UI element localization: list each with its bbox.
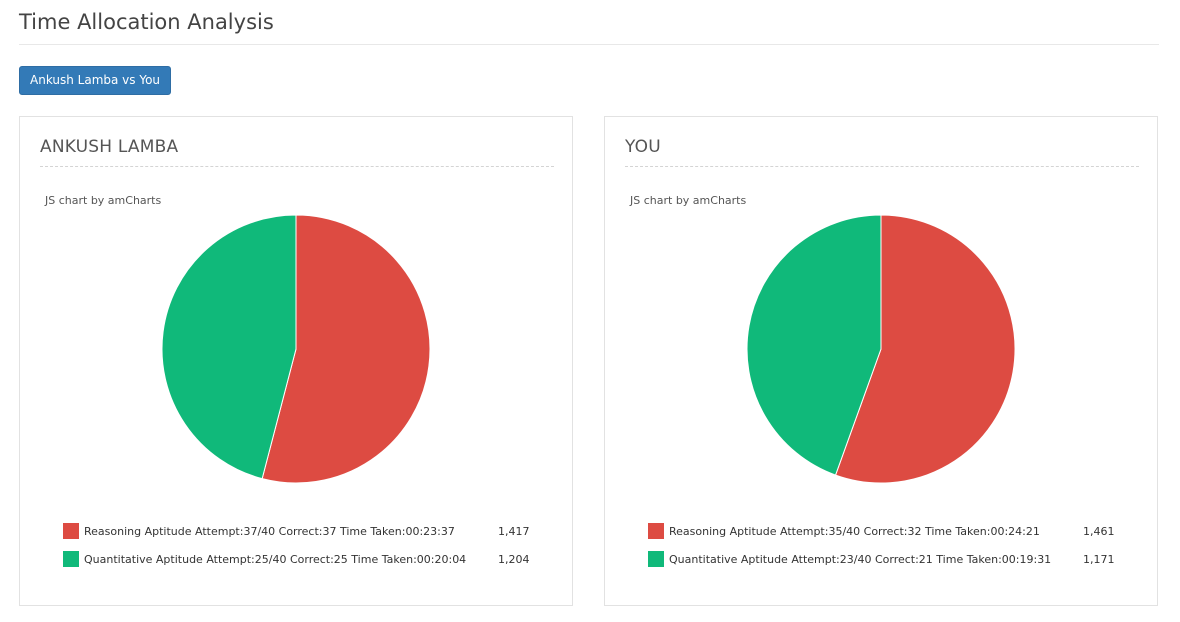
page-title: Time Allocation Analysis [19,10,274,34]
legend-item-reasoning[interactable]: Reasoning Aptitude Attempt:37/40 Correct… [63,523,543,551]
pie-slice-quantitative-aptitude[interactable] [161,214,297,480]
title-divider [19,44,1159,45]
chart-legend: Reasoning Aptitude Attempt:37/40 Correct… [63,523,543,579]
legend-item-quantitative[interactable]: Quantitative Aptitude Attempt:23/40 Corr… [648,551,1128,579]
legend-value: 1,461 [1083,525,1115,538]
legend-label: Reasoning Aptitude Attempt:37/40 Correct… [84,525,455,538]
legend-value: 1,204 [498,553,530,566]
panel-title: YOU [625,137,661,157]
panel-divider [40,166,554,167]
pie-slice-quantitative-aptitude[interactable] [746,214,882,476]
legend-swatch-quantitative [648,551,664,567]
panel-divider [625,166,1139,167]
panel-ankush-lamba: ANKUSH LAMBA JS chart by amCharts Reason… [19,116,573,606]
legend-label: Quantitative Aptitude Attempt:23/40 Corr… [669,553,1052,566]
legend-swatch-quantitative [63,551,79,567]
pie-slice-reasoning-aptitude[interactable] [834,214,1016,484]
legend-swatch-reasoning [648,523,664,539]
legend-swatch-reasoning [63,523,79,539]
legend-value: 1,171 [1083,553,1115,566]
chart-legend: Reasoning Aptitude Attempt:35/40 Correct… [648,523,1128,579]
legend-item-reasoning[interactable]: Reasoning Aptitude Attempt:35/40 Correct… [648,523,1128,551]
panel-title: ANKUSH LAMBA [40,137,179,157]
panel-you: YOU JS chart by amCharts Reasoning Aptit… [604,116,1158,606]
legend-item-quantitative[interactable]: Quantitative Aptitude Attempt:25/40 Corr… [63,551,543,579]
chart-credit-link[interactable]: JS chart by amCharts [45,194,162,207]
legend-value: 1,417 [498,525,530,538]
pie-chart [161,214,431,484]
chart-credit-link[interactable]: JS chart by amCharts [630,194,747,207]
pie-chart [746,214,1016,484]
legend-label: Quantitative Aptitude Attempt:25/40 Corr… [84,553,467,566]
legend-label: Reasoning Aptitude Attempt:35/40 Correct… [669,525,1040,538]
compare-button[interactable]: Ankush Lamba vs You [19,66,172,95]
pie-slice-reasoning-aptitude[interactable] [261,214,431,484]
